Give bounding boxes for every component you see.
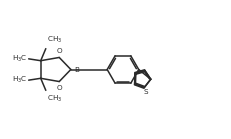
Text: B: B	[73, 66, 79, 73]
Text: H$_3$C: H$_3$C	[12, 54, 27, 64]
Text: O: O	[56, 48, 62, 54]
Text: O: O	[56, 85, 62, 91]
Text: H$_3$C: H$_3$C	[12, 75, 27, 85]
Text: CH$_3$: CH$_3$	[47, 94, 62, 104]
Text: S: S	[143, 89, 147, 95]
Text: CH$_3$: CH$_3$	[47, 35, 62, 45]
